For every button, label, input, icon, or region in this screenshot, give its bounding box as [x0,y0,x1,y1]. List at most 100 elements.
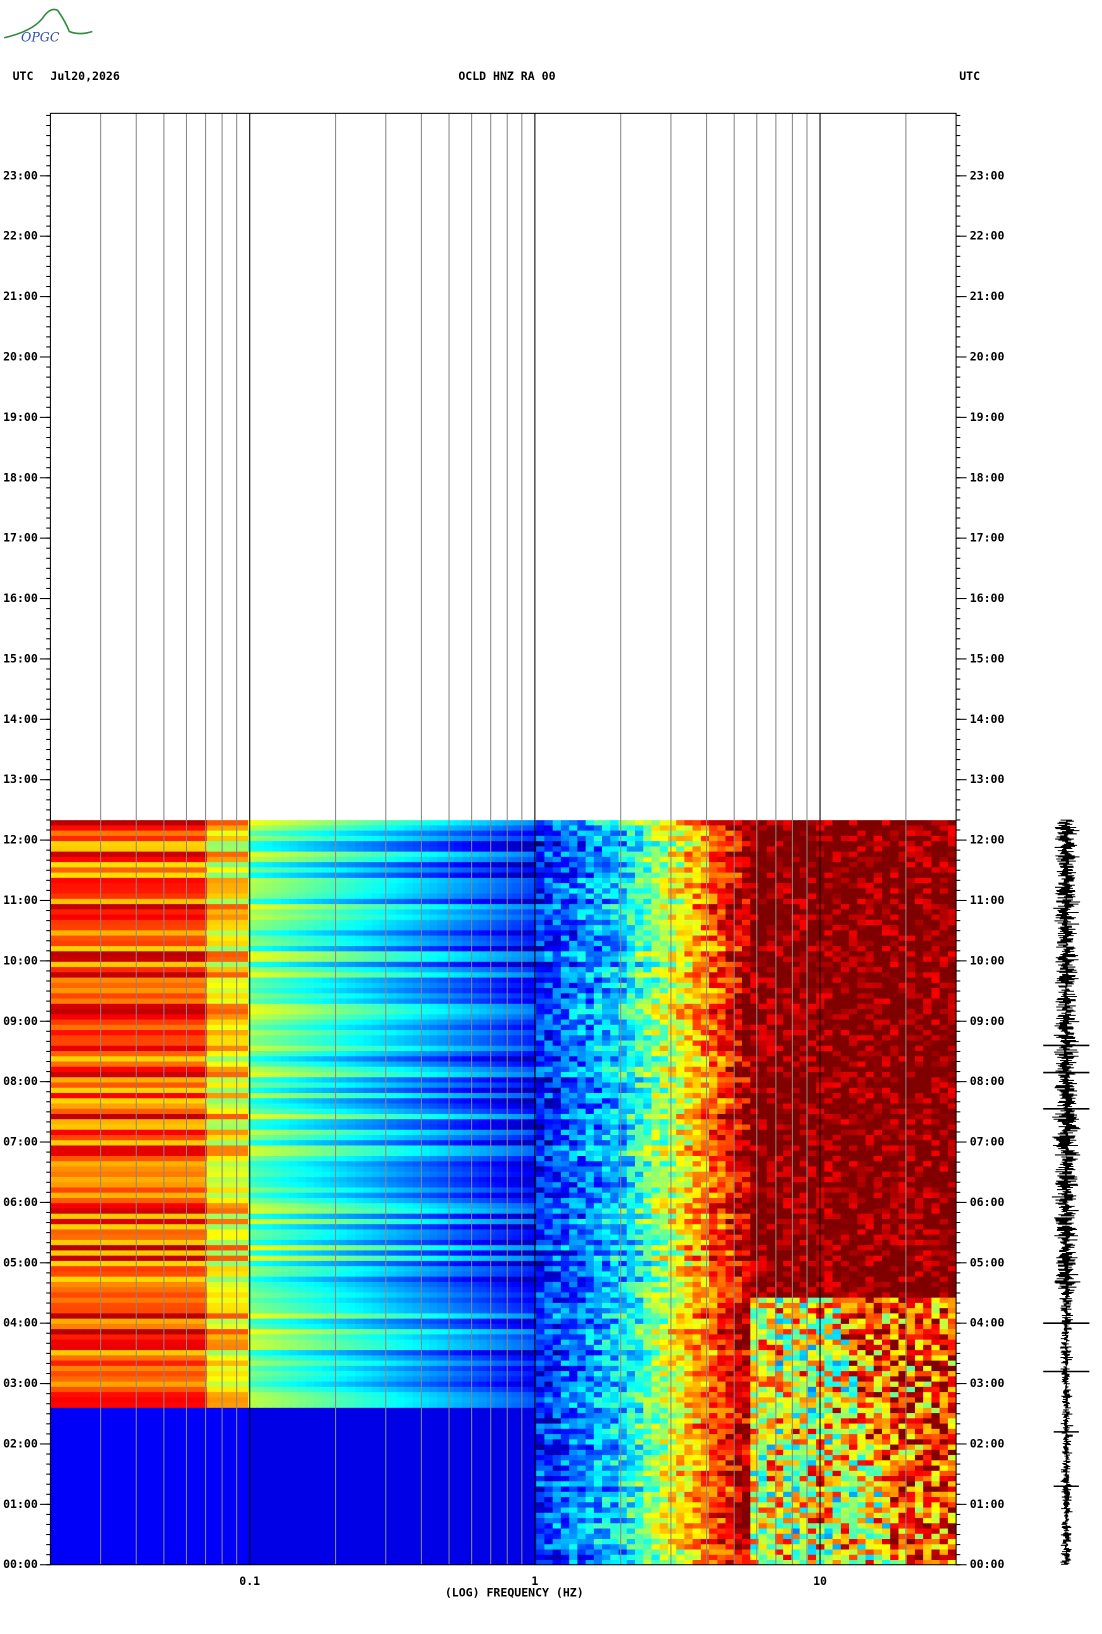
spectrogram-cell [692,1045,702,1052]
spectrogram-cell [527,1045,537,1052]
spectrogram-cell [198,988,208,994]
spectrogram-cell [824,1035,834,1042]
spectrogram-cell [140,998,150,1005]
spectrogram-cell [83,946,93,952]
spectrogram-cell [602,867,611,874]
spectrogram-cell [453,825,463,832]
spectrogram-cell [83,935,93,942]
spectrogram-cell [478,830,488,837]
spectrogram-cell [297,862,307,868]
spectrogram-cell [898,867,908,874]
x-axis-label: (LOG) FREQUENCY (HZ) [445,1586,584,1600]
spectrogram-cell [527,830,537,837]
spectrogram-cell [322,914,331,921]
spectrogram-cell [322,851,331,858]
spectrogram-cell [66,1009,76,1015]
spectrogram-cell [799,1024,809,1031]
spectrogram-cell [684,1024,694,1031]
spectrogram-cell [420,1009,430,1015]
spectrogram-cell [140,972,150,979]
spectrogram-cell [906,951,916,958]
spectrogram-cell [766,825,776,832]
spectrogram-cell [289,1040,298,1047]
spectrogram-cell [99,982,109,989]
spectrogram-cell [83,909,93,916]
spectrogram-cell [849,1003,858,1010]
spectrogram-cell [939,930,949,937]
spectrogram-cell [766,1051,776,1057]
spectrogram-cell [379,1030,389,1036]
spectrogram-cell [758,988,768,994]
spectrogram-cell [165,1019,175,1026]
spectrogram-cell [99,935,109,942]
spectrogram-cell [676,961,686,968]
spectrogram-cell [544,1003,554,1010]
spectrogram-cell [198,967,208,973]
spectrogram-cell [807,893,817,900]
spectrogram-cell [149,841,158,847]
spectrogram-cell [50,982,60,989]
spectrogram-cell [783,883,792,889]
spectrogram-cell [519,877,529,884]
spectrogram-cell [165,1051,175,1057]
spectrogram-cell [585,925,595,931]
spectrogram-cell [305,867,315,874]
spectrogram-cell [659,1040,669,1047]
spectrogram-cell [355,1040,364,1047]
spectrogram-cell [618,988,628,994]
spectrogram-cell [832,825,842,832]
spectrogram-cell [396,935,406,942]
spectrogram-cell [914,841,924,847]
spectrogram-cell [116,946,126,952]
spectrogram-cell [906,946,916,952]
spectrogram-cell [437,1014,447,1021]
spectrogram-cell [264,846,274,853]
spectrogram-cell [363,904,373,910]
spectrogram-cell [890,935,899,942]
spectrogram-cell [355,1035,364,1042]
spectrogram-cell [157,925,167,931]
spectrogram-cell [297,1051,307,1057]
spectrogram-cell [527,1003,537,1010]
spectrogram-cell [272,972,282,979]
spectrogram-cell [256,940,266,947]
spectrogram-cell [124,877,134,884]
spectrogram-cell [873,1003,883,1010]
spectrogram-cell [116,998,126,1005]
spectrogram-cell [544,825,554,832]
spectrogram-cell [898,919,908,926]
spectrogram-cell [313,1056,323,1063]
spectrogram-cell [132,1003,142,1010]
spectrogram-cell [363,1003,373,1010]
spectrogram-cell [585,856,595,863]
spectrogram-cell [437,914,447,921]
spectrogram-cell [857,1024,867,1031]
spectrogram-cell [560,904,570,910]
spectrogram-cell [791,872,801,879]
spectrogram-cell [832,951,842,958]
spectrogram-cell [873,940,883,947]
spectrogram-cell [593,830,603,837]
spectrogram-cell [667,1045,677,1052]
spectrogram-cell [643,851,653,858]
spectrogram-cell [610,904,620,910]
spectrogram-cell [799,1003,809,1010]
spectrogram-cell [338,904,348,910]
spectrogram-cell [363,888,373,895]
spectrogram-cell [165,988,175,994]
spectrogram-cell [206,1014,216,1021]
spectrogram-cell [206,841,216,847]
spectrogram-cell [173,967,183,973]
spectrogram-cell [766,967,776,973]
spectrogram-cell [684,904,694,910]
spectrogram-cell [626,904,636,910]
spectrogram-cell [470,1019,480,1026]
spectrogram-cell [388,1045,397,1052]
spectrogram-cell [643,820,653,826]
spectrogram-cell [404,1045,414,1052]
spectrogram-cell [437,893,447,900]
spectrogram-cell [420,1024,430,1031]
spectrogram-cell [618,998,628,1005]
spectrogram-cell [124,856,134,863]
spectrogram-cell [519,1045,529,1052]
